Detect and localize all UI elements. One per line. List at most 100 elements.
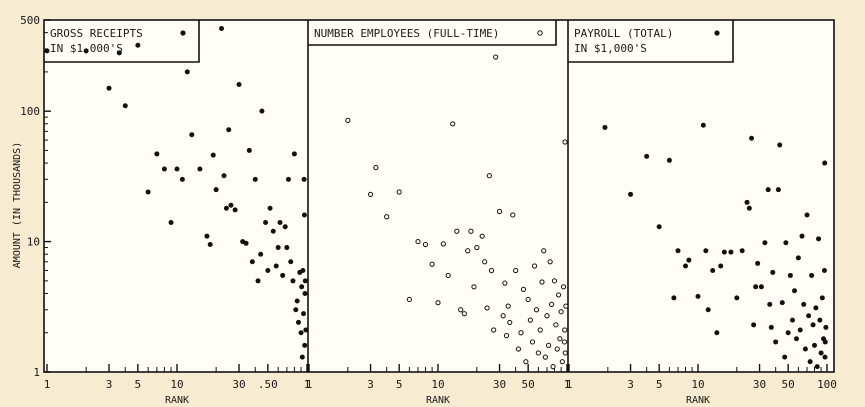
x-tick-label: .50 xyxy=(258,378,278,391)
data-point xyxy=(301,311,307,317)
x-tick-label: 1 xyxy=(304,378,311,391)
data-point xyxy=(106,85,112,91)
data-point xyxy=(801,301,807,307)
data-point xyxy=(547,259,553,265)
data-point xyxy=(822,160,828,166)
data-point xyxy=(493,54,499,60)
data-point xyxy=(189,132,195,138)
x-axis-label: RANK xyxy=(165,395,189,406)
data-point xyxy=(291,151,297,157)
data-point xyxy=(384,214,390,220)
data-point xyxy=(562,350,568,356)
data-point xyxy=(302,342,308,348)
x-tick-label: 1 xyxy=(564,378,571,391)
legend-text: PAYROLL (TOTAL) xyxy=(574,27,673,40)
data-point xyxy=(168,220,174,226)
data-point xyxy=(562,139,568,145)
data-point xyxy=(422,241,429,248)
data-point xyxy=(544,313,550,319)
legend-text: IN $1,000'S xyxy=(574,42,647,55)
data-point xyxy=(821,268,827,274)
data-point xyxy=(753,284,759,290)
data-point xyxy=(537,327,543,333)
data-point xyxy=(435,300,441,306)
data-point xyxy=(703,248,709,254)
data-point xyxy=(822,354,828,360)
data-point xyxy=(440,241,446,247)
data-point xyxy=(755,260,761,266)
data-point xyxy=(539,279,545,285)
data-point xyxy=(471,284,477,290)
data-point xyxy=(179,176,185,182)
data-point xyxy=(773,339,779,345)
data-point xyxy=(267,205,273,211)
data-point xyxy=(779,300,785,306)
data-point xyxy=(822,339,828,345)
data-point xyxy=(510,212,516,218)
x-tick-label: 5 xyxy=(135,378,142,391)
data-point xyxy=(525,296,531,303)
data-point xyxy=(541,248,547,254)
data-point xyxy=(255,278,261,284)
data-point xyxy=(686,257,692,263)
data-point xyxy=(303,327,309,333)
data-point xyxy=(116,50,122,56)
legend-marker xyxy=(537,30,543,36)
data-point xyxy=(554,346,560,352)
data-point xyxy=(174,166,180,172)
legend-box xyxy=(308,20,557,46)
data-point xyxy=(461,311,467,317)
data-point xyxy=(300,268,306,274)
data-point xyxy=(789,317,795,323)
data-point xyxy=(298,330,304,336)
data-point xyxy=(83,48,89,54)
data-point xyxy=(302,278,308,284)
data-point xyxy=(644,153,650,159)
x-tick-label: 5 xyxy=(396,378,403,391)
data-point xyxy=(558,309,564,315)
y-tick-label: 100 xyxy=(20,105,40,118)
data-point xyxy=(793,336,799,342)
legends: GROSS RECEIPTS IN $1,000'S NUMBER EMPLOYEE… xyxy=(44,20,734,63)
data-point xyxy=(775,187,781,193)
data-point xyxy=(263,220,269,226)
data-point xyxy=(529,339,536,345)
data-point xyxy=(628,191,634,197)
data-point xyxy=(223,205,229,211)
data-point xyxy=(545,342,552,348)
data-point xyxy=(602,124,608,130)
data-point xyxy=(236,82,242,88)
data-point xyxy=(258,251,264,257)
legend-text: GROSS RECEIPTS xyxy=(50,27,143,40)
data-point xyxy=(734,295,740,301)
data-point xyxy=(415,238,421,245)
legend-marker xyxy=(180,30,186,36)
data-point xyxy=(295,319,301,325)
data-point xyxy=(161,166,167,172)
data-point xyxy=(210,152,216,158)
y-axis: 1 10 100 500 xyxy=(20,14,51,379)
data-point xyxy=(806,313,812,319)
data-point xyxy=(799,233,805,239)
data-point xyxy=(814,364,820,370)
data-point xyxy=(795,255,801,261)
x-tick-label: 100 xyxy=(817,378,837,391)
data-point xyxy=(656,224,662,230)
x-tick-label: 3 xyxy=(627,378,634,391)
data-point xyxy=(505,303,511,309)
x-tick-label: 30 xyxy=(493,378,506,391)
data-point xyxy=(563,303,569,309)
data-point xyxy=(557,336,563,342)
data-point xyxy=(675,248,681,254)
data-point xyxy=(429,261,435,267)
data-point xyxy=(549,301,555,307)
data-point xyxy=(739,248,745,254)
y-tick-label: 10 xyxy=(27,236,40,249)
data-point xyxy=(542,354,548,360)
data-point xyxy=(345,117,351,123)
data-point xyxy=(816,236,822,242)
data-point xyxy=(762,240,768,246)
data-point xyxy=(491,327,497,333)
data-point xyxy=(207,241,213,247)
